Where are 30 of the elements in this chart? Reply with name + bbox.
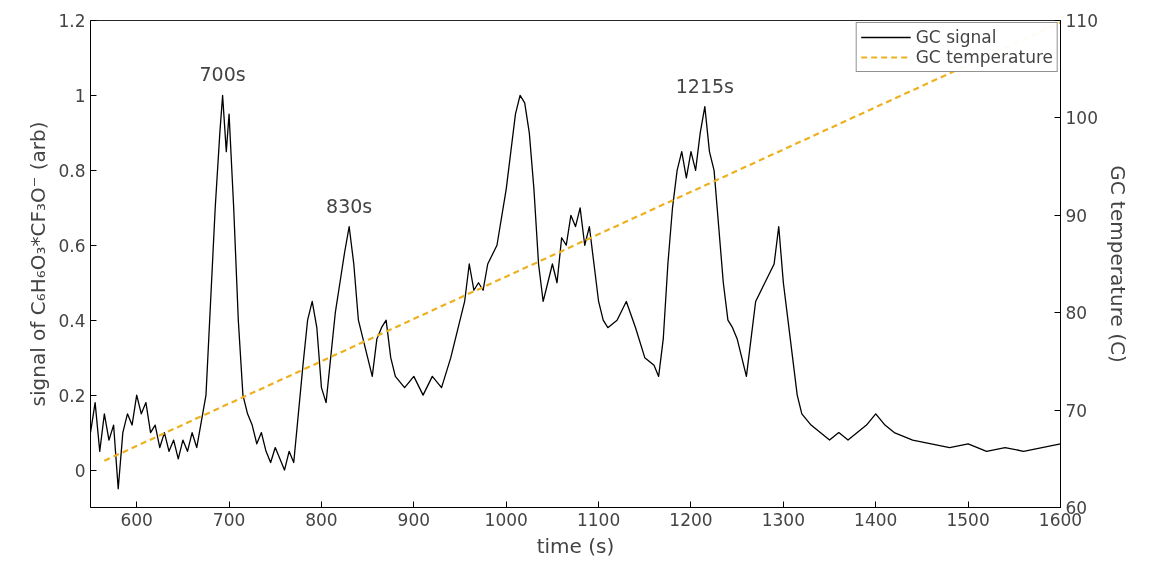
annotation: 830s [326, 194, 373, 217]
x-tick-label: 1000 [484, 509, 528, 530]
x-tick-label: 1500 [946, 509, 990, 530]
legend-label: GC signal [915, 27, 997, 47]
y2-tick-label: 90 [1065, 205, 1088, 226]
y-tick-label: 0 [74, 460, 86, 481]
y2-tick-label: 70 [1065, 400, 1088, 421]
y-tick-label: 0.8 [58, 160, 86, 181]
x-tick-label: 600 [120, 509, 153, 530]
x-tick-label: 1100 [576, 509, 621, 530]
y-tick-label: 0.6 [58, 235, 86, 256]
y-tick-label: 0.4 [58, 310, 86, 331]
x-tick-label: 1300 [761, 509, 805, 530]
y-axis-title: signal of C₆H₆O₃*CF₃O⁻ (arb) [26, 121, 51, 407]
y2-tick-label: 100 [1065, 108, 1098, 129]
x-tick-label: 900 [397, 509, 431, 530]
x-tick-label: 1400 [854, 509, 898, 530]
annotation: 700s [199, 63, 246, 86]
y-tick-label: 1.2 [58, 11, 86, 31]
x-tick-label: 1200 [669, 509, 713, 530]
x-axis-title: time (s) [536, 533, 615, 558]
y2-tick-label: 80 [1065, 303, 1088, 324]
y-tick-label: 0.2 [58, 385, 86, 406]
annotation: 1215s [675, 74, 734, 97]
x-tick-label: 700 [212, 509, 246, 530]
y-tick-label: 1 [74, 85, 86, 106]
legend-label: GC temperature [915, 47, 1053, 67]
y2-tick-label: 110 [1065, 11, 1098, 31]
x-tick-label: 800 [305, 509, 338, 530]
y2-axis-title: GC temperature (C) [1105, 165, 1130, 363]
